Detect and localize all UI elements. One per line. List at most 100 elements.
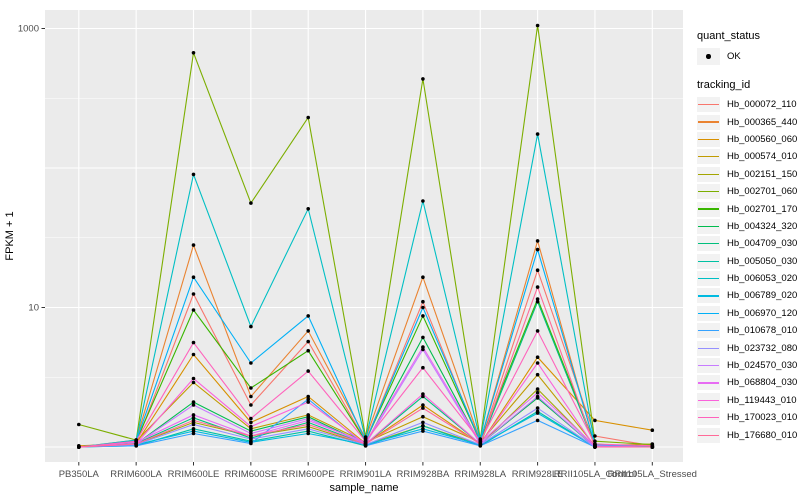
data-point [134,439,138,444]
legend-label: Hb_000560_060 [727,133,798,145]
legend-item-Hb_002151_150: Hb_002151_150 [695,166,799,183]
data-point [593,434,597,438]
legend-label: Hb_000365_440 [727,116,798,128]
x-tick-label: PB350LA [59,469,100,480]
data-point [421,299,425,304]
point-symbol-icon [706,54,711,59]
tracking-id-legend-items: Hb_000072_110 Hb_000365_440 Hb_000560_060 H… [695,96,799,444]
data-point [77,445,81,449]
data-point [421,365,425,370]
y-tick-label: 1000 [18,24,39,35]
data-point [535,268,540,273]
legend-label: Hb_006053_020 [727,273,798,285]
data-point [191,380,196,385]
x-tick-label: RRIM928LE [512,469,564,480]
panel-background [45,10,683,462]
legend-label: Hb_002151_150 [727,168,798,180]
data-point [306,427,311,431]
data-point [421,314,425,318]
data-point [535,329,540,333]
data-point [535,23,540,28]
data-point [421,406,425,410]
data-point [421,77,425,81]
legend-label: Hb_170023_010 [727,412,798,424]
legend-key-swatch [697,166,720,182]
data-point [191,376,196,381]
data-point [249,437,253,441]
data-point [191,416,196,420]
data-point [363,442,368,446]
legend-key-swatch [697,131,720,147]
legend-key-line-icon [698,434,719,436]
y-axis-title: FPKM + 1 [4,211,16,260]
legend-label: Hb_000574_010 [727,151,798,163]
data-point [191,243,196,247]
legend-key-swatch [697,288,720,304]
data-point [306,369,311,373]
data-point [535,247,540,252]
data-point [306,339,311,344]
data-point [421,420,425,425]
legend-label: Hb_002701_060 [727,186,798,198]
data-point [306,115,311,120]
data-point [191,431,196,436]
legend-label: Hb_004709_030 [727,238,798,250]
legend-key-line-icon [698,330,719,332]
data-point [249,394,253,399]
legend-key-swatch [697,410,720,426]
data-point [478,442,483,446]
legend-label: Hb_006789_020 [727,290,798,302]
legend-key-line-icon [698,138,719,141]
data-point [249,434,253,438]
data-point [306,394,311,399]
data-point [421,305,425,310]
legend-item-Hb_002701_170: Hb_002701_170 [695,200,799,217]
legend-key-swatch [697,218,720,234]
data-point [421,414,425,419]
legend-item-Hb_068804_030: Hb_068804_030 [695,374,799,391]
data-point [191,352,196,357]
data-point [593,442,597,446]
data-point [593,418,597,423]
data-point [191,413,196,417]
legend-key-line-icon [698,278,719,280]
data-point [535,372,540,377]
data-point [421,424,425,428]
data-point [249,324,253,329]
data-point [535,355,540,360]
data-point [478,439,483,444]
legend-item-Hb_023732_080: Hb_023732_080 [695,339,799,356]
legend-label: Hb_006970_120 [727,307,798,319]
legend-title-quant-status: quant_status [697,30,760,42]
legend-key-line-icon [698,225,719,228]
data-point [249,431,253,436]
data-point [191,403,196,407]
data-point [77,422,81,427]
legend-label: Hb_004324_320 [727,220,798,232]
legend-item-Hb_024570_030: Hb_024570_030 [695,357,799,374]
legend-key-swatch [697,358,720,374]
data-point [535,285,540,289]
legend-label: Hb_068804_030 [727,377,798,389]
legend-item-Hb_176680_010: Hb_176680_010 [695,426,799,443]
legend-key-swatch [697,427,720,443]
data-point [306,207,311,211]
legend-label: Hb_023732_080 [727,342,798,354]
data-point [650,445,655,449]
data-point [306,431,311,436]
data-point [191,292,196,296]
legend-label: Hb_010678_010 [727,325,798,337]
data-point [191,400,196,404]
legend-key-swatch [697,340,720,356]
x-tick-label: RRIM928LA [454,469,506,480]
data-point [421,199,425,203]
legend-key-swatch [697,201,720,217]
legend-key-swatch [697,375,720,391]
data-point [535,297,540,301]
x-tick-label: RRIM901LA [340,469,392,480]
data-point [421,275,425,280]
legend-item-Hb_006789_020: Hb_006789_020 [695,287,799,304]
legend-key-swatch [697,184,720,200]
data-point [249,424,253,429]
